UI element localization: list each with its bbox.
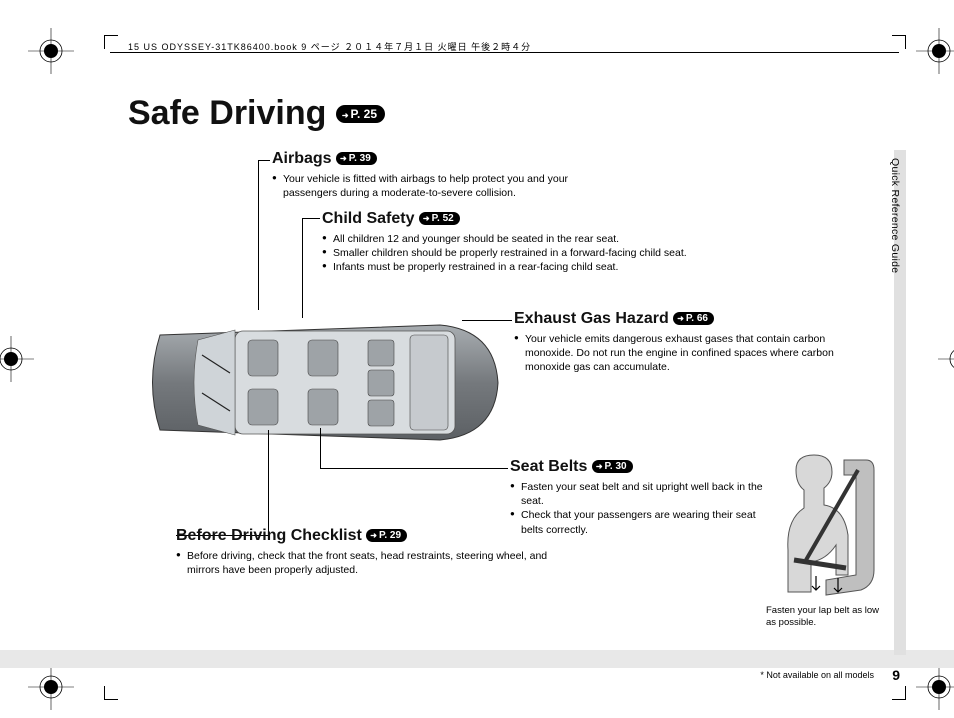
title-text: Safe Driving	[128, 94, 326, 132]
leader-line	[268, 430, 269, 535]
page-ref-pill: P. 39	[336, 152, 377, 165]
bullet: All children 12 and younger should be se…	[322, 232, 792, 246]
page: { "header": { "meta_text": "15 US ODYSSE…	[0, 0, 954, 718]
bullet: Smaller children should be properly rest…	[322, 246, 792, 260]
registration-mark	[28, 28, 74, 74]
page-ref-pill: P. 25	[336, 105, 385, 123]
footnote: * Not available on all models	[760, 670, 874, 680]
leader-line	[320, 428, 321, 468]
leader-line	[302, 218, 320, 219]
registration-mark	[916, 28, 954, 74]
page-ref-pill: P. 30	[592, 460, 633, 473]
crop-mark	[104, 35, 118, 49]
registration-mark	[938, 336, 954, 382]
leader-line	[462, 320, 512, 321]
bullet-list: All children 12 and younger should be se…	[322, 232, 792, 275]
crop-mark	[892, 686, 906, 700]
section-title: Exhaust Gas Hazard	[514, 310, 669, 327]
section-checklist: Before Driving Checklist P. 29 Before dr…	[176, 527, 576, 577]
section-title: Child Safety	[322, 210, 414, 227]
bullet-list: Your vehicle emits dangerous exhaust gas…	[514, 332, 834, 375]
bullet: Fasten your seat belt and sit upright we…	[510, 480, 770, 508]
bottom-grey-bar	[0, 650, 954, 668]
bullet-list: Before driving, check that the front sea…	[176, 549, 576, 577]
crop-mark	[104, 686, 118, 700]
header-rule	[110, 52, 899, 53]
bullet: Your vehicle is fitted with airbags to h…	[272, 172, 612, 200]
sidebar-label: Quick Reference Guide	[889, 158, 901, 273]
section-title: Airbags	[272, 150, 332, 167]
seatbelt-figure	[766, 450, 886, 600]
page-ref-pill: P. 52	[419, 212, 460, 225]
leader-line	[258, 160, 270, 161]
seatbelt-caption: Fasten your lap belt as low as possible.	[766, 605, 886, 630]
section-seatbelts: Seat Belts P. 30 Fasten your seat belt a…	[510, 458, 770, 537]
registration-mark	[916, 664, 954, 710]
section-exhaust: Exhaust Gas Hazard P. 66 Your vehicle em…	[514, 310, 834, 375]
registration-mark	[28, 664, 74, 710]
section-airbags: Airbags P. 39 Your vehicle is fitted wit…	[272, 150, 612, 200]
section-title: Seat Belts	[510, 458, 587, 475]
leader-line	[302, 218, 303, 318]
bullet: Infants must be properly restrained in a…	[322, 260, 792, 274]
leader-line	[258, 160, 259, 310]
page-ref-pill: P. 66	[673, 312, 714, 325]
page-number: 9	[892, 667, 900, 683]
leader-line	[320, 468, 508, 469]
section-child-safety: Child Safety P. 52 All children 12 and y…	[322, 210, 792, 275]
bullet: Your vehicle emits dangerous exhaust gas…	[514, 332, 834, 375]
section-title: Before Driving Checklist	[176, 527, 362, 544]
registration-mark	[0, 336, 34, 382]
bullet-list: Your vehicle is fitted with airbags to h…	[272, 172, 612, 200]
page-ref-pill: P. 29	[366, 529, 407, 542]
bullet: Before driving, check that the front sea…	[176, 549, 576, 577]
crop-mark	[892, 35, 906, 49]
page-title: Safe Driving P. 25	[128, 94, 385, 133]
